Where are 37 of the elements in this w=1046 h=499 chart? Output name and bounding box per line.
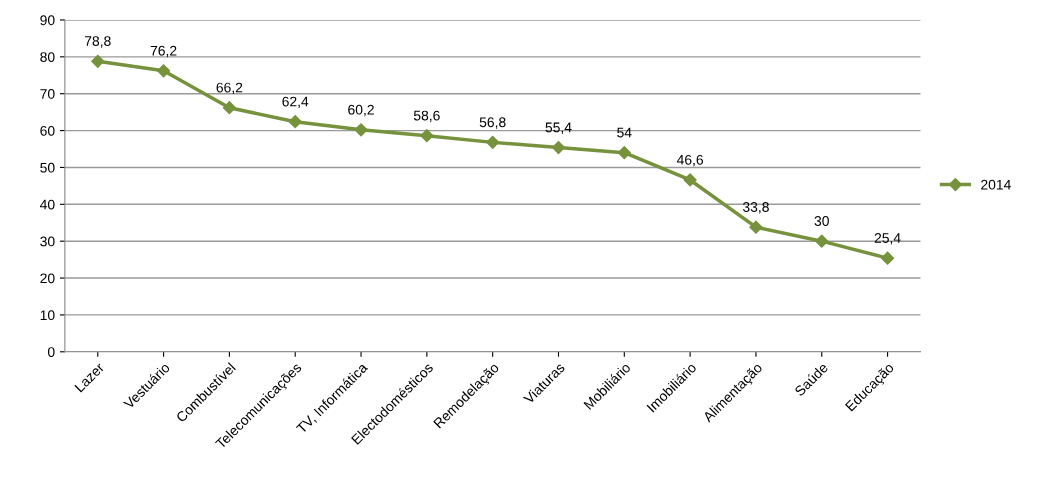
y-tick-label: 70	[40, 89, 55, 99]
point	[156, 64, 171, 78]
y-tick-label: 90	[40, 15, 55, 26]
data-label: 58,6	[413, 110, 440, 123]
point	[486, 135, 500, 149]
point	[354, 123, 368, 137]
y-tick-label: 20	[40, 273, 55, 284]
y-tick-label: 80	[40, 52, 55, 62]
point	[749, 220, 763, 234]
legend-label: 2014	[981, 179, 1011, 190]
data-label: 33,8	[742, 202, 769, 214]
point	[683, 173, 697, 187]
point	[222, 101, 236, 115]
point	[551, 140, 566, 155]
point	[617, 146, 631, 160]
y-tick-label: 10	[40, 310, 55, 321]
y-tick-label: 30	[40, 236, 55, 247]
y-tick-label: 50	[40, 162, 55, 173]
data-label: 76,2	[150, 45, 177, 58]
data-label: 78,8	[84, 36, 111, 48]
point	[815, 234, 829, 248]
data-label: 55,4	[545, 122, 572, 134]
data-label: 60,2	[348, 104, 374, 117]
point	[91, 54, 105, 68]
data-label: 30	[814, 216, 829, 226]
y-tick-label: 0	[47, 347, 55, 357]
data-label: 56,8	[479, 117, 506, 129]
data-label: 62,4	[282, 96, 309, 109]
data-label: 25,4	[874, 233, 901, 245]
point	[880, 251, 895, 265]
data-label: 66,2	[216, 82, 243, 95]
data-label: 46,6	[676, 154, 704, 167]
point	[288, 115, 302, 129]
data-label: 54	[617, 127, 632, 138]
y-tick-label: 60	[40, 125, 55, 136]
point	[420, 129, 434, 143]
y-tick-label: 40	[40, 199, 55, 210]
